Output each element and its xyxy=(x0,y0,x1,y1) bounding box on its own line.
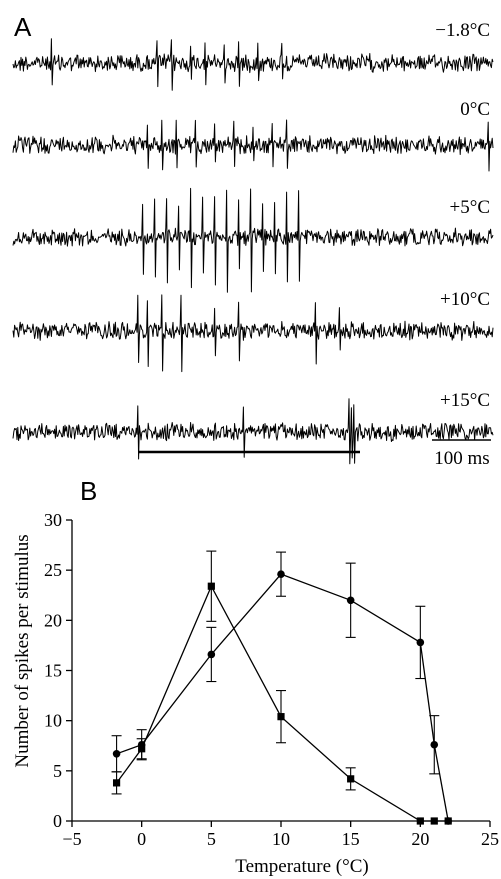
trace-3-waveform xyxy=(12,187,494,293)
trace-2-waveform xyxy=(12,119,494,172)
data-point-square xyxy=(430,817,438,825)
x-tick-label: 0 xyxy=(137,829,146,849)
chart-series xyxy=(111,550,453,825)
trace-3-label: +5°C xyxy=(450,197,491,218)
x-tick-label: 25 xyxy=(481,829,499,849)
data-point-circle xyxy=(416,638,425,647)
data-point-circle xyxy=(112,749,121,758)
trace-4-label: +10°C xyxy=(440,289,490,310)
x-tick-label: 20 xyxy=(411,829,429,849)
trace-1-label: −1.8°C xyxy=(435,20,490,41)
data-point-square xyxy=(112,779,121,787)
data-point-circle xyxy=(207,650,216,659)
scale-bar-label: 100 ms xyxy=(434,448,489,469)
y-tick-label: 10 xyxy=(44,711,62,731)
data-point-square xyxy=(444,817,452,825)
data-point-square xyxy=(207,582,215,590)
trace-5-waveform xyxy=(12,398,494,465)
x-tick-label: 15 xyxy=(342,829,360,849)
data-point-square xyxy=(138,745,146,753)
data-point-square xyxy=(277,713,285,721)
trace-5-label: +15°C xyxy=(440,390,490,411)
series-circle xyxy=(111,551,453,825)
x-axis-title: Temperature (°C) xyxy=(235,856,368,877)
y-tick-label: 5 xyxy=(53,761,62,781)
y-tick-label: 0 xyxy=(53,811,62,831)
data-point-circle xyxy=(346,596,355,605)
y-tick-label: 15 xyxy=(44,661,62,681)
series-line xyxy=(116,584,449,822)
panel-b-label: B xyxy=(80,476,97,506)
series-line xyxy=(116,573,449,822)
trace-1: −1.8°C xyxy=(12,20,494,91)
trace-5: +15°C xyxy=(12,390,494,465)
x-tick-label: 5 xyxy=(207,829,216,849)
y-tick-label: 25 xyxy=(44,560,62,580)
trace-4-waveform xyxy=(12,294,494,373)
data-point-circle xyxy=(277,570,285,578)
trace-2-label: 0°C xyxy=(460,99,490,120)
y-axis-title: Number of spikes per stimulus xyxy=(12,534,33,767)
x-tick-label: −5 xyxy=(62,829,81,849)
data-point-square xyxy=(416,817,424,825)
x-tick-label: 10 xyxy=(272,829,290,849)
y-tick-label: 20 xyxy=(44,610,62,630)
trace-1-waveform xyxy=(12,38,494,91)
trace-4: +10°C xyxy=(12,289,494,373)
data-point-square xyxy=(347,775,355,783)
trace-3: +5°C xyxy=(12,187,494,293)
y-tick-label: 30 xyxy=(44,510,62,530)
trace-2: 0°C xyxy=(12,99,494,172)
panel-a-label: A xyxy=(14,12,32,42)
panel-a: A −1.8°C 0°C +5°C +10°C +15°C 100 ms xyxy=(12,12,494,469)
series-square xyxy=(111,550,452,825)
data-point-circle xyxy=(430,740,439,749)
